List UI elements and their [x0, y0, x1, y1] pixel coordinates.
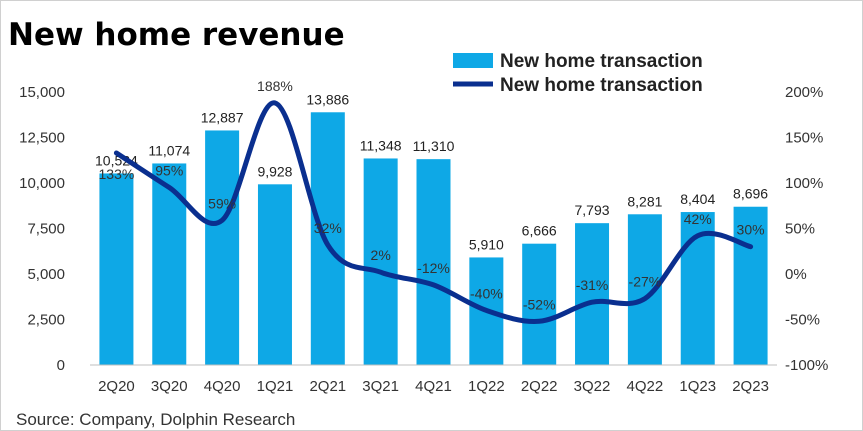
bar: [575, 223, 610, 365]
x-tick-label: 1Q21: [257, 378, 294, 395]
bar: [416, 159, 451, 365]
bar: [205, 130, 240, 365]
x-axis: 2Q20 3Q20 4Q20 1Q21 2Q21 3Q21 4Q21 1Q22 2Q22 3Q22…: [98, 378, 769, 395]
x-tick-label: 3Q21: [362, 378, 399, 395]
line-labels: 133% 95% 59% 188% 32% 2% -12% -40% -52% -31% -27% 4…: [99, 78, 765, 312]
bar-labels: 10,524 11,074 12,887 9,928 13,886 11,348 11,31…: [95, 91, 768, 252]
bar-value-label: 9,928: [257, 163, 292, 179]
bar: [310, 112, 345, 365]
bar-value-label: 6,666: [522, 223, 557, 239]
x-tick-label: 2Q20: [98, 378, 135, 395]
y-right-tick-label: -50%: [785, 312, 820, 329]
line-value-label: 188%: [257, 78, 293, 94]
x-tick-label: 4Q21: [415, 378, 452, 395]
line-value-label: -52%: [523, 296, 556, 312]
y-left-tick-label: 7,500: [27, 221, 65, 238]
y-left-tick-label: 12,500: [19, 130, 65, 147]
source-note: Source: Company, Dolphin Research: [16, 410, 295, 429]
line-value-label: 95%: [155, 163, 183, 179]
x-tick-label: 2Q22: [521, 378, 558, 395]
bar: [257, 184, 292, 365]
legend-bar-label: New home transaction: [500, 51, 703, 72]
bar: [99, 173, 134, 365]
bar-value-label: 8,696: [733, 186, 768, 202]
y-left-tick-label: 2,500: [27, 312, 65, 329]
y-right-tick-label: 0%: [785, 266, 807, 283]
x-tick-label: 3Q22: [574, 378, 611, 395]
x-tick-label: 3Q20: [151, 378, 188, 395]
yoy-line: [113, 100, 754, 324]
y-right-tick-label: 100%: [785, 175, 823, 192]
legend-line-label: New home transaction: [500, 75, 703, 96]
x-tick-label: 1Q22: [468, 378, 505, 395]
y-left-tick-label: 10,000: [19, 175, 65, 192]
y-left-tick-label: 0: [57, 357, 65, 374]
right-axis: -100% -50% 0% 50% 100% 150% 200%: [785, 84, 828, 374]
line-value-label: 2%: [371, 247, 391, 263]
bar-value-label: 12,887: [201, 109, 244, 125]
line-value-label: 42%: [684, 211, 712, 227]
line-value-label: 133%: [99, 166, 135, 182]
x-tick-label: 4Q22: [627, 378, 664, 395]
bar-value-label: 8,281: [627, 193, 662, 209]
bar-value-label: 13,886: [306, 91, 349, 107]
bar-value-label: 7,793: [575, 202, 610, 218]
y-right-tick-label: 150%: [785, 130, 823, 147]
legend: New home transaction New home transactio…: [453, 51, 703, 96]
left-axis: 0 2,500 5,000 7,500 10,000 12,500 15,000: [19, 84, 65, 374]
bar: [152, 163, 187, 365]
line-value-label: -40%: [470, 285, 503, 301]
y-right-tick-label: 50%: [785, 221, 815, 238]
legend-bar-swatch: [453, 53, 493, 68]
bar: [363, 158, 398, 365]
bar-value-label: 11,348: [360, 137, 402, 153]
chart-title: New home revenue: [8, 17, 345, 53]
line-value-label: -31%: [576, 277, 609, 293]
bars: [99, 112, 768, 365]
bar-value-label: 11,310: [413, 138, 455, 154]
y-left-tick-label: 15,000: [19, 84, 65, 101]
bar-value-label: 5,910: [469, 236, 504, 252]
bar-value-label: 10,524: [95, 152, 138, 168]
bar-value-label: 11,074: [148, 142, 190, 158]
x-tick-label: 1Q23: [679, 378, 716, 395]
line-value-label: -12%: [417, 260, 450, 276]
line-value-label: 30%: [737, 222, 765, 238]
bar: [522, 243, 557, 365]
line-value-label: 32%: [314, 220, 342, 236]
x-tick-label: 2Q23: [732, 378, 769, 395]
y-right-tick-label: -100%: [785, 357, 828, 374]
x-tick-label: 2Q21: [309, 378, 346, 395]
y-right-tick-label: 200%: [785, 84, 823, 101]
line-value-label: 59%: [208, 195, 236, 211]
bar-value-label: 8,404: [680, 191, 715, 207]
line-value-label: -27%: [629, 274, 662, 290]
bar: [733, 206, 768, 365]
x-tick-label: 4Q20: [204, 378, 241, 395]
y-left-tick-label: 5,000: [27, 266, 65, 283]
